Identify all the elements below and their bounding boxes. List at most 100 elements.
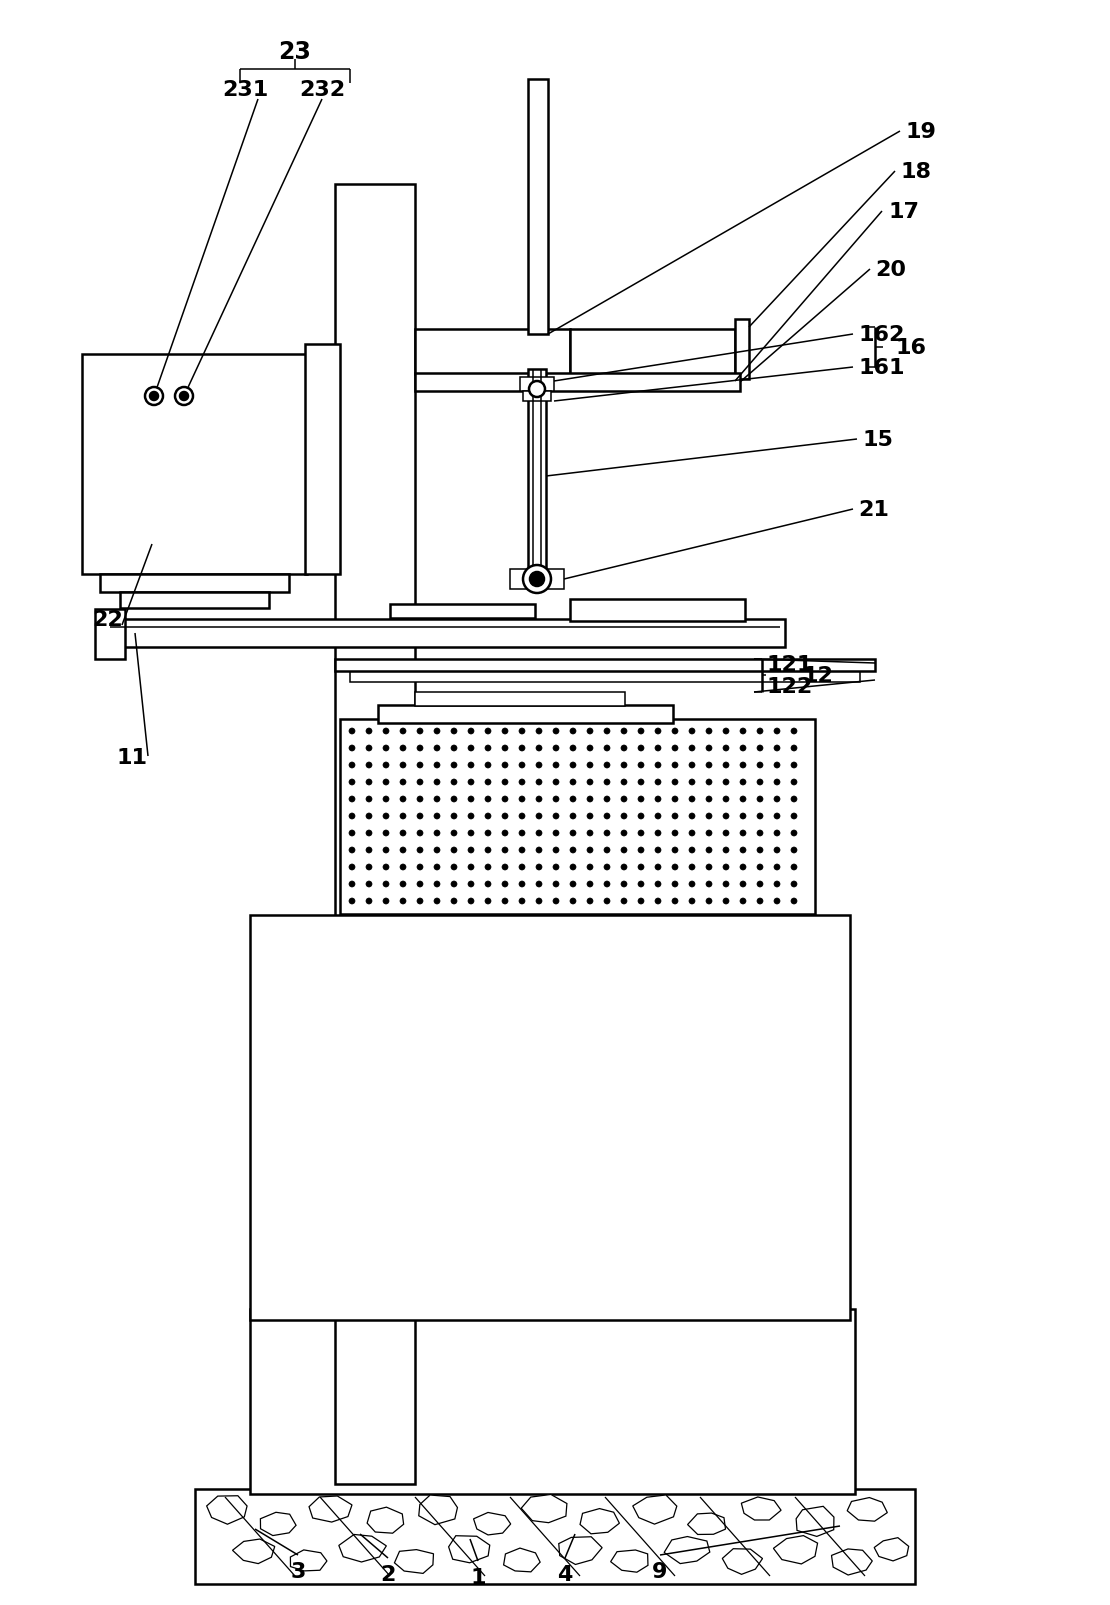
Circle shape [723, 865, 729, 870]
Circle shape [757, 746, 763, 751]
Circle shape [366, 729, 372, 735]
Circle shape [468, 847, 474, 854]
Circle shape [536, 814, 542, 820]
Circle shape [400, 729, 406, 735]
Circle shape [655, 746, 660, 751]
Circle shape [723, 830, 729, 836]
Circle shape [553, 796, 559, 802]
Circle shape [723, 847, 729, 854]
Circle shape [791, 865, 797, 870]
Bar [437, 374, 453, 388]
Circle shape [383, 899, 388, 905]
Circle shape [655, 865, 660, 870]
Text: 16: 16 [895, 337, 926, 358]
Circle shape [468, 780, 474, 785]
Circle shape [604, 847, 610, 854]
Circle shape [638, 899, 644, 905]
Bar [571, 329, 735, 374]
Circle shape [757, 847, 763, 854]
Circle shape [349, 762, 355, 769]
Circle shape [485, 729, 491, 735]
Circle shape [740, 796, 746, 802]
Circle shape [451, 881, 457, 888]
Bar [82, 355, 307, 575]
Bar [415, 374, 740, 392]
Bar [100, 575, 289, 592]
Bar [718, 374, 734, 388]
Circle shape [417, 899, 423, 905]
Circle shape [451, 865, 457, 870]
Bar [664, 374, 680, 388]
Circle shape [706, 762, 712, 769]
Bar [509, 374, 525, 388]
Circle shape [587, 780, 593, 785]
Polygon shape [774, 1536, 818, 1563]
Circle shape [587, 796, 593, 802]
Circle shape [485, 796, 491, 802]
Circle shape [383, 729, 388, 735]
Circle shape [757, 762, 763, 769]
Polygon shape [522, 1494, 567, 1523]
Circle shape [519, 899, 525, 905]
Circle shape [740, 847, 746, 854]
Circle shape [519, 729, 525, 735]
Bar [740, 1469, 768, 1486]
Circle shape [689, 796, 695, 802]
Circle shape [451, 762, 457, 769]
Circle shape [417, 847, 423, 854]
Polygon shape [796, 1507, 834, 1536]
Text: 18: 18 [900, 162, 931, 181]
Text: 161: 161 [858, 358, 905, 377]
Circle shape [655, 729, 660, 735]
Circle shape [536, 746, 542, 751]
Polygon shape [309, 1496, 352, 1522]
Circle shape [604, 780, 610, 785]
Circle shape [689, 814, 695, 820]
Circle shape [672, 746, 678, 751]
Circle shape [417, 881, 423, 888]
Circle shape [468, 830, 474, 836]
Circle shape [672, 762, 678, 769]
Circle shape [383, 796, 388, 802]
Circle shape [689, 847, 695, 854]
Circle shape [672, 847, 678, 854]
Circle shape [468, 865, 474, 870]
Circle shape [571, 780, 576, 785]
Circle shape [723, 762, 729, 769]
Circle shape [349, 881, 355, 888]
Bar [574, 374, 591, 388]
Circle shape [689, 729, 695, 735]
Circle shape [604, 865, 610, 870]
Bar [528, 369, 546, 584]
Circle shape [502, 865, 508, 870]
Circle shape [366, 796, 372, 802]
Circle shape [638, 762, 644, 769]
Circle shape [536, 796, 542, 802]
Polygon shape [261, 1512, 296, 1536]
Circle shape [180, 393, 188, 401]
Circle shape [383, 830, 388, 836]
Circle shape [706, 899, 712, 905]
Bar [509, 570, 564, 589]
Text: 1: 1 [471, 1566, 486, 1587]
Circle shape [468, 881, 474, 888]
Circle shape [723, 814, 729, 820]
Circle shape [587, 762, 593, 769]
Bar [528, 80, 548, 335]
Bar [527, 374, 543, 388]
Polygon shape [504, 1549, 541, 1571]
Circle shape [706, 865, 712, 870]
Circle shape [571, 881, 576, 888]
Polygon shape [741, 1497, 781, 1520]
Circle shape [519, 865, 525, 870]
Circle shape [620, 814, 627, 820]
Circle shape [417, 729, 423, 735]
Circle shape [740, 780, 746, 785]
Circle shape [757, 899, 763, 905]
Circle shape [366, 865, 372, 870]
Bar [571, 1469, 598, 1486]
Circle shape [774, 881, 780, 888]
Bar [545, 374, 561, 388]
Circle shape [553, 762, 559, 769]
Circle shape [451, 847, 457, 854]
